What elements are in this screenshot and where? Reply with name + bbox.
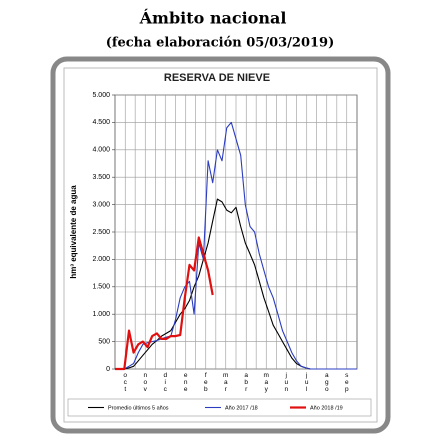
y-tick-label: 3.500 bbox=[92, 174, 110, 181]
y-tick-label: 2.000 bbox=[92, 256, 110, 263]
series-line bbox=[115, 121, 357, 370]
y-tick-label: 2.500 bbox=[92, 229, 110, 236]
y-tick-label: 3.000 bbox=[92, 201, 110, 208]
y-tick-label: 0 bbox=[106, 366, 110, 373]
legend-label: Promedio últimos 5 años bbox=[108, 405, 169, 411]
y-tick-label: 4.000 bbox=[92, 147, 110, 154]
y-tick-label: 5.000 bbox=[92, 92, 110, 99]
legend-label: Año 2017 /18 bbox=[225, 405, 258, 411]
page-subtitle: (fecha elaboración 05/03/2019) bbox=[106, 36, 335, 51]
y-tick-label: 4.500 bbox=[92, 119, 110, 126]
y-tick-label: 500 bbox=[98, 338, 110, 345]
y-axis-label: hm³ equivalente de agua bbox=[69, 185, 78, 279]
legend-label: Año 2018 /19 bbox=[310, 405, 343, 411]
chart-title: RESERVA DE NIEVE bbox=[164, 72, 270, 84]
y-tick-label: 1.000 bbox=[92, 311, 110, 318]
series-line bbox=[115, 236, 214, 371]
legend-box bbox=[67, 398, 372, 417]
y-tick-label: 1.500 bbox=[92, 284, 110, 291]
page-title: Ámbito nacional bbox=[139, 8, 287, 28]
